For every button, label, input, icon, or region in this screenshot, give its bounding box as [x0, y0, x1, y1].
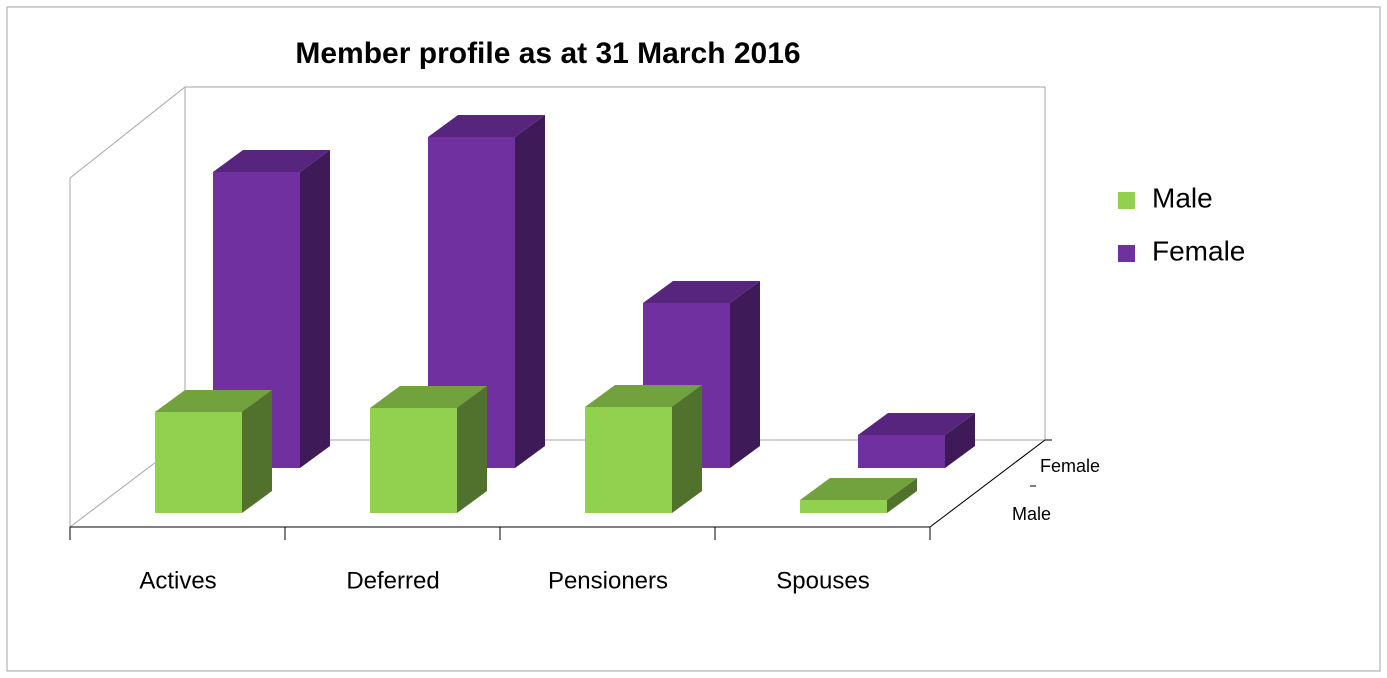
bar: [800, 500, 887, 513]
bar-top: [800, 478, 917, 500]
bar-side: [945, 413, 975, 468]
legend-swatch: [1118, 192, 1135, 209]
bar-side: [730, 281, 760, 468]
depth-label: Female: [1040, 456, 1100, 476]
bar: [155, 412, 242, 513]
bar-side: [242, 390, 272, 513]
x-tick-label: Pensioners: [548, 567, 668, 594]
bar-side: [887, 478, 917, 513]
bar-side: [672, 385, 702, 513]
bar-top: [213, 150, 330, 172]
bar: [858, 435, 945, 468]
chart-title: Member profile as at 31 March 2016: [295, 37, 800, 70]
bar-side: [457, 386, 487, 513]
bar-side: [300, 150, 330, 468]
legend-label: Female: [1152, 235, 1245, 266]
bar-top: [585, 385, 702, 407]
depth-label: Male: [1012, 504, 1051, 524]
legend-label: Male: [1152, 182, 1213, 213]
bar-top: [643, 281, 760, 303]
bar-top: [858, 413, 975, 435]
bar-top: [155, 390, 272, 412]
x-tick-label: Deferred: [346, 567, 439, 594]
bar: [585, 407, 672, 513]
x-tick-label: Spouses: [776, 567, 869, 594]
x-tick-label: Actives: [139, 567, 216, 594]
legend-swatch: [1118, 245, 1135, 262]
bar-top: [428, 115, 545, 137]
bar-side: [515, 115, 545, 468]
bar: [370, 408, 457, 513]
bar-top: [370, 386, 487, 408]
